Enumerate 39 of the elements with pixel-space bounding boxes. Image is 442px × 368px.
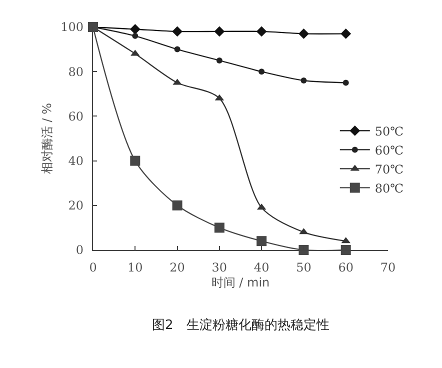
caption: 图2 生淀粉糖化酶的热稳定性 <box>152 318 330 333</box>
legend-label: 80℃ <box>374 181 404 196</box>
x-tick-label: 0 <box>89 260 97 274</box>
y-axis-title: 相对酶活 / % <box>40 102 54 174</box>
legend-label: 70℃ <box>374 162 404 176</box>
y-tick-label: 80 <box>68 64 84 79</box>
point <box>130 156 140 166</box>
legend-label: 60℃ <box>374 143 404 158</box>
point <box>298 28 309 39</box>
point <box>258 68 265 75</box>
y-tick-label: 60 <box>68 109 84 124</box>
point <box>300 78 307 84</box>
x-tick-label: 70 <box>380 260 396 274</box>
point <box>214 26 225 37</box>
point <box>172 200 182 210</box>
point <box>132 32 138 39</box>
x-tick-label: 20 <box>170 260 185 274</box>
x-axis-title: 时间 / min <box>211 275 270 290</box>
x-tick-label: 60 <box>338 260 354 274</box>
point <box>214 222 224 233</box>
x-tick-label: 30 <box>212 260 228 274</box>
y-tick-label: 100 <box>60 20 84 34</box>
x-tick-label: 50 <box>296 260 312 274</box>
y-tick-label: 20 <box>68 198 84 213</box>
point <box>216 57 222 64</box>
point <box>130 24 140 34</box>
legend-label: 50℃ <box>374 124 404 138</box>
x-tick-label: 10 <box>128 260 143 274</box>
point <box>256 236 267 246</box>
point <box>172 26 182 37</box>
point <box>174 46 180 52</box>
point <box>340 245 351 255</box>
point <box>342 80 349 86</box>
point <box>340 28 352 39</box>
y-tick-label: 40 <box>68 154 84 168</box>
x-tick-label: 40 <box>254 260 270 274</box>
point <box>298 245 309 255</box>
point <box>256 26 267 37</box>
y-tick-label: 0 <box>76 243 84 258</box>
